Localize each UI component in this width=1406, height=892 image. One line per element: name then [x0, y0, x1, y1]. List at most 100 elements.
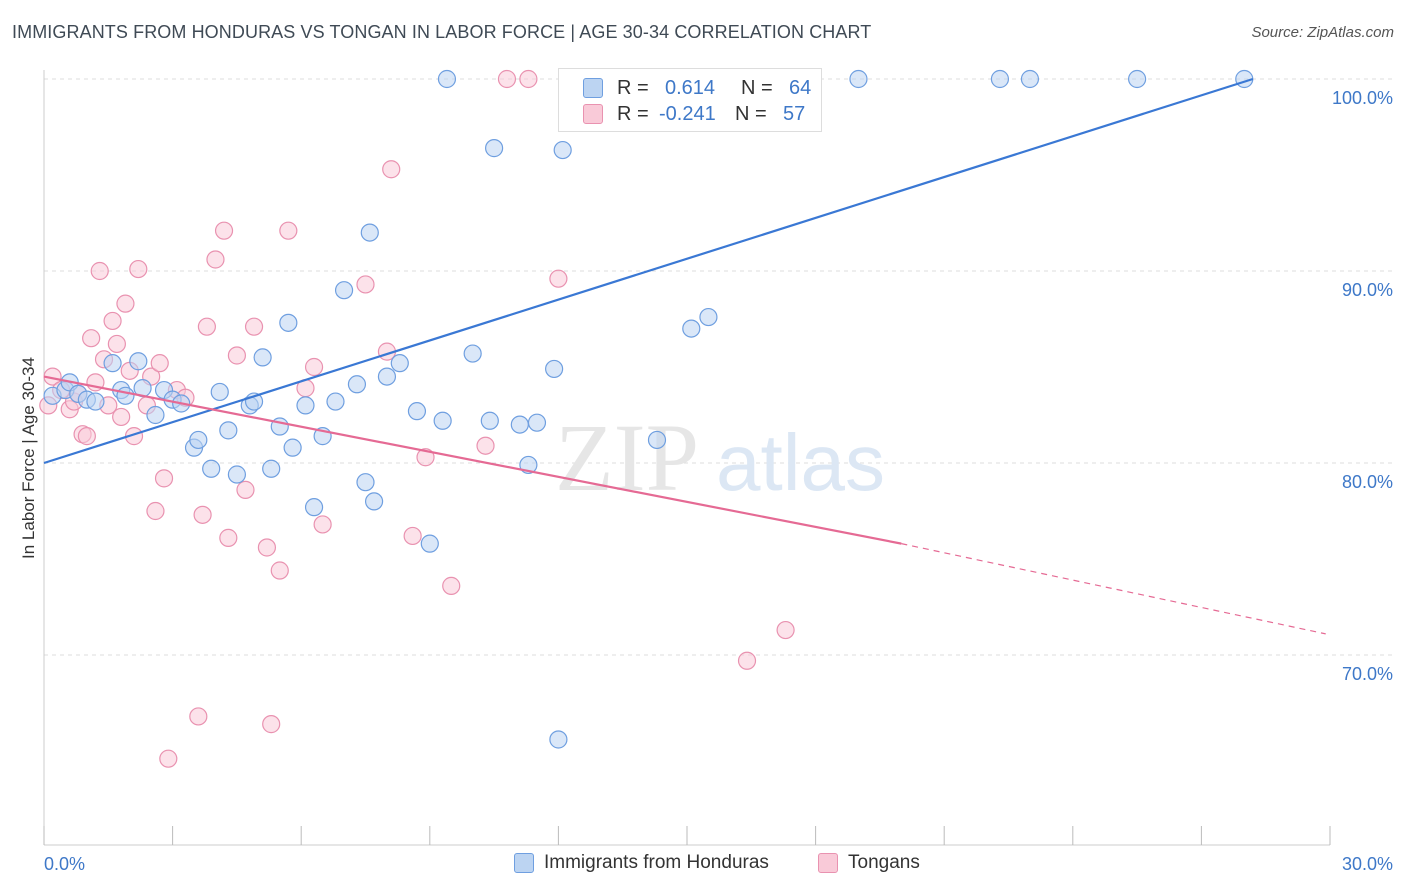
series-legend: Immigrants from Honduras Tongans	[0, 852, 1406, 878]
tongan-point	[476, 436, 495, 455]
tongan-point	[116, 294, 135, 313]
tongan-point	[737, 651, 757, 670]
honduras-point	[202, 459, 221, 478]
honduras-point	[990, 69, 1010, 89]
honduras-point	[510, 415, 529, 434]
honduras-point	[283, 438, 302, 457]
legend-r-honduras: 0.614	[665, 76, 716, 99]
tongan-point	[197, 317, 216, 336]
honduras-point	[647, 430, 667, 450]
honduras-point	[377, 367, 397, 386]
tongan-points	[39, 69, 795, 768]
legend-swatch-tongans	[583, 104, 603, 124]
tongan-point	[90, 261, 109, 281]
y-tick-labels: 70.0% 80.0% 90.0% 100.0%	[1332, 88, 1393, 684]
axes	[43, 70, 1331, 846]
honduras-point	[420, 534, 439, 553]
honduras-point	[253, 348, 272, 367]
honduras-point	[116, 386, 135, 405]
trend-line-tongans-extension	[901, 543, 1326, 635]
honduras-point	[1020, 69, 1040, 89]
legend-row-tongans: R = -0.241 N = 57	[583, 101, 805, 127]
trend-line-honduras	[43, 77, 1254, 465]
honduras-point	[86, 392, 105, 411]
tongan-point	[107, 334, 126, 354]
tongan-point	[244, 317, 264, 336]
tongan-point	[189, 707, 208, 726]
legend-swatch-honduras	[583, 78, 603, 98]
honduras-point	[485, 139, 504, 158]
x-tick-max: 30.0%	[1342, 854, 1393, 874]
honduras-point	[437, 69, 457, 89]
legend-swatch-honduras	[514, 853, 534, 873]
trend-line-tongans	[43, 375, 902, 545]
tongan-point	[154, 469, 174, 488]
honduras-point	[549, 730, 568, 749]
honduras-point	[347, 375, 367, 394]
tongan-point	[159, 749, 178, 768]
stats-legend: R = 0.614 N = 64 R = -0.241 N = 57	[558, 68, 822, 132]
legend-row-honduras: R = 0.614 N = 64	[583, 75, 811, 101]
legend-n-tongans: 57	[783, 102, 806, 125]
trend-lines	[43, 77, 1326, 635]
honduras-point	[364, 492, 384, 511]
watermark-atlas: atlas	[716, 418, 885, 507]
tongan-point	[313, 515, 332, 534]
tongan-point	[257, 538, 277, 557]
watermark-zip: ZIP	[555, 404, 699, 511]
legend-r-label: R =	[617, 102, 649, 125]
honduras-point	[433, 411, 452, 430]
legend-n-label: N =	[735, 102, 767, 125]
tongan-point	[206, 250, 225, 269]
honduras-point	[129, 352, 148, 371]
tongan-point	[549, 269, 568, 288]
honduras-point	[527, 413, 547, 432]
honduras-point	[279, 313, 298, 332]
watermark: ZIP atlas	[555, 404, 885, 511]
y-tick-label: 90.0%	[1342, 280, 1393, 300]
tongan-point	[227, 346, 246, 365]
honduras-point	[189, 430, 208, 450]
tongan-point	[442, 576, 461, 595]
honduras-point	[480, 411, 499, 430]
tongan-point	[403, 526, 422, 546]
honduras-point	[545, 359, 564, 379]
grid-lines	[44, 78, 1393, 656]
legend-r-label: R =	[617, 76, 649, 99]
honduras-point	[210, 382, 229, 402]
tongan-point	[214, 221, 234, 240]
tongan-point	[219, 528, 238, 547]
legend-label-tongans: Tongans	[848, 852, 920, 873]
tongan-point	[270, 561, 289, 580]
legend-item-honduras: Immigrants from Honduras	[514, 852, 769, 874]
legend-item-tongans: Tongans	[818, 852, 920, 874]
honduras-point	[304, 498, 324, 517]
legend-label-honduras: Immigrants from Honduras	[544, 852, 769, 873]
tongan-point	[77, 427, 96, 446]
honduras-point	[682, 319, 701, 338]
legend-n-label: N =	[741, 76, 773, 99]
honduras-point	[227, 465, 246, 484]
tongan-point	[146, 501, 165, 521]
honduras-point	[360, 223, 379, 242]
honduras-point	[1127, 69, 1147, 89]
tongan-point	[382, 160, 401, 179]
honduras-point	[849, 69, 868, 89]
tongan-point	[236, 480, 255, 499]
source-credit: Source: ZipAtlas.com	[1251, 24, 1394, 41]
honduras-point	[407, 402, 427, 421]
legend-r-tongans: -0.241	[659, 102, 716, 125]
tongan-point	[129, 259, 148, 279]
tongan-point	[356, 275, 375, 294]
chart-title: IMMIGRANTS FROM HONDURAS VS TONGAN IN LA…	[12, 22, 872, 42]
tongan-point	[112, 407, 131, 427]
y-tick-label: 70.0%	[1342, 664, 1393, 684]
tongan-point	[304, 357, 324, 377]
y-tick-label: 80.0%	[1342, 472, 1393, 492]
tongan-point	[262, 715, 281, 734]
tongan-point	[82, 329, 101, 348]
honduras-point	[296, 396, 315, 415]
x-tick-min: 0.0%	[44, 854, 85, 874]
honduras-point	[326, 392, 345, 411]
